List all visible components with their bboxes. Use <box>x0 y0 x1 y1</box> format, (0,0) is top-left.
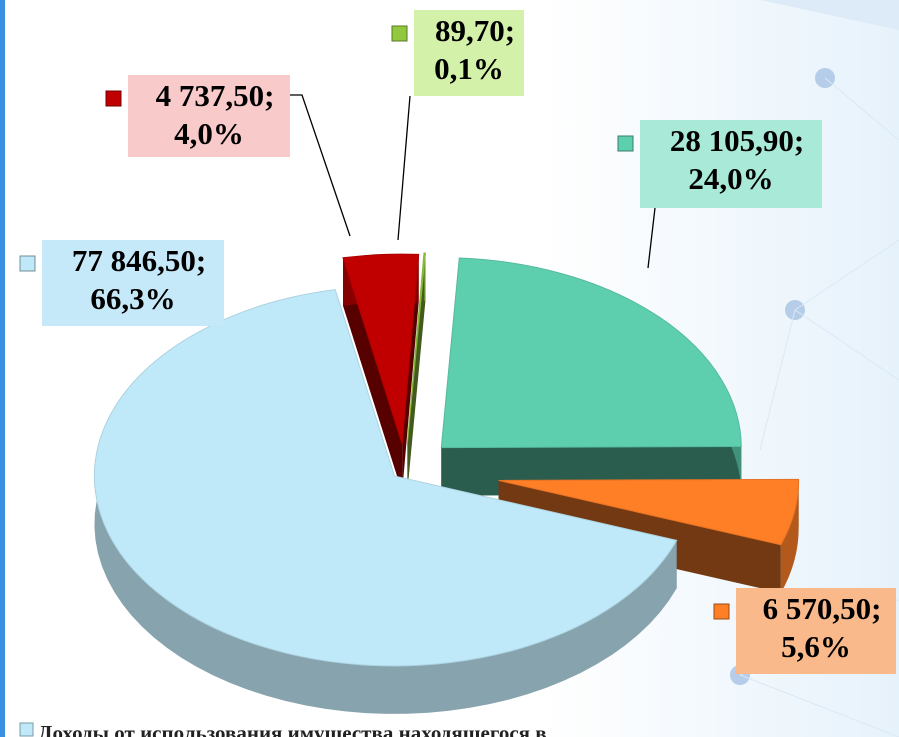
percent-label: 5,6% <box>781 629 851 664</box>
legend-key <box>713 603 730 620</box>
value-label: 4 737,50; <box>156 78 275 113</box>
legend-key <box>19 722 34 737</box>
percent-label: 4,0% <box>174 116 244 151</box>
leader-line <box>290 94 351 237</box>
pie-slice <box>342 253 420 445</box>
label-box <box>42 240 224 326</box>
leader-line <box>647 207 656 269</box>
left-border <box>0 0 5 737</box>
slice-wall <box>402 254 419 493</box>
value-label: 77 846,50; <box>72 243 206 278</box>
legend-key <box>105 90 122 107</box>
pie-slice <box>406 252 426 443</box>
pie-slice <box>93 289 678 667</box>
legend-key <box>391 25 408 42</box>
slice-wall <box>342 257 403 493</box>
slice-wall <box>407 253 426 491</box>
label-box <box>736 588 896 674</box>
label-box <box>640 120 822 208</box>
legend-key <box>19 255 36 272</box>
value-label: 89,70; <box>435 13 515 48</box>
pie-slice <box>498 478 800 546</box>
legend-key <box>617 135 634 152</box>
percent-label: 66,3% <box>90 281 175 316</box>
label-box <box>414 10 524 96</box>
value-label: 6 570,50; <box>763 591 882 626</box>
data-labels: 77 846,50;66,3% 4 737,50;4,0% 89,70;0,1% 28… <box>19 10 896 737</box>
pie <box>93 252 800 714</box>
leader-line <box>397 95 411 241</box>
value-label: 28 105,90; <box>670 123 804 158</box>
pie-slice <box>440 257 742 449</box>
percent-label: 24,0% <box>688 161 773 196</box>
legend-label: Доходы от использования имущества находя… <box>38 721 547 737</box>
percent-label: 0,1% <box>434 51 504 86</box>
label-box <box>128 75 290 157</box>
slice-side <box>780 479 799 593</box>
